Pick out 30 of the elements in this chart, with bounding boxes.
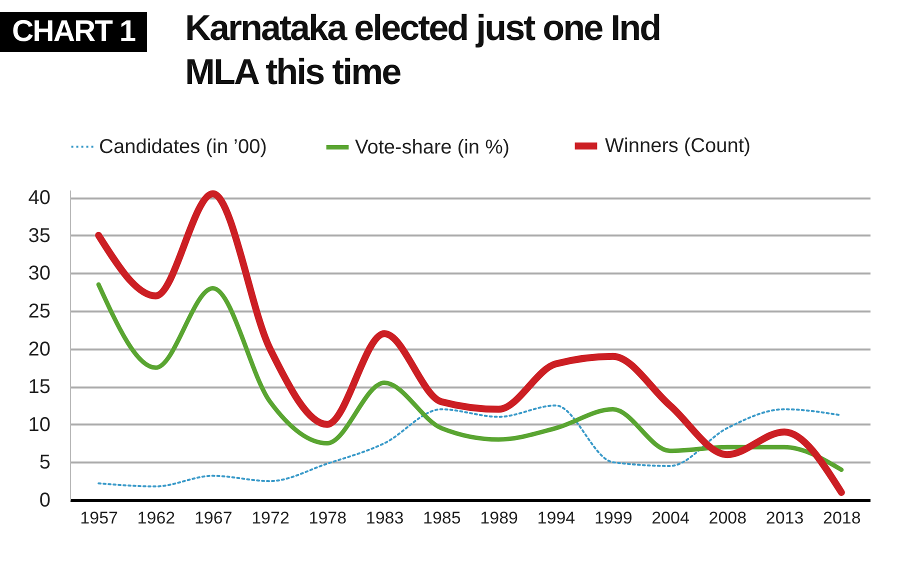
legend-label: Vote-share (in %): [355, 136, 510, 158]
x-tick-label: 1962: [137, 508, 176, 528]
line-series: [98, 404, 842, 488]
x-tick-label: 2008: [708, 508, 747, 528]
caption: CHART 1: [12, 15, 136, 48]
x-tick-label: 1989: [480, 508, 518, 528]
y-tick-label: 0: [39, 490, 50, 512]
x-tick-label: 1957: [80, 508, 118, 528]
x-tick-label: 2013: [766, 508, 804, 528]
y-tick-label: 25: [28, 300, 50, 322]
x-tick-label: 1999: [594, 508, 632, 528]
x-tick-label: 1978: [308, 508, 347, 528]
y-tick-label: 20: [28, 338, 50, 360]
y-tick-label: 35: [28, 224, 50, 247]
x-tick-label: 1972: [252, 508, 290, 528]
x-tick-label: 2018: [823, 508, 861, 528]
line-series: [96, 282, 844, 472]
y-tick-label: 15: [28, 376, 50, 398]
x-tick-label: 1994: [537, 508, 576, 528]
y-tick-label: 5: [39, 452, 50, 474]
y-tick-label: 40: [28, 187, 50, 210]
y-tick-label: 30: [28, 262, 50, 285]
x-tick-label: 1985: [423, 508, 461, 528]
y-tick-label: 10: [28, 414, 50, 436]
x-tick-label: 2004: [652, 508, 690, 528]
chart-title: Karnataka elected just one Ind MLA this time: [185, 6, 662, 94]
x-tick-label: 1967: [194, 508, 232, 528]
legend-label: Winners (Count): [605, 135, 751, 157]
x-tick-label: 1983: [366, 508, 404, 528]
legend-label: Candidates (in ’00): [99, 136, 267, 158]
